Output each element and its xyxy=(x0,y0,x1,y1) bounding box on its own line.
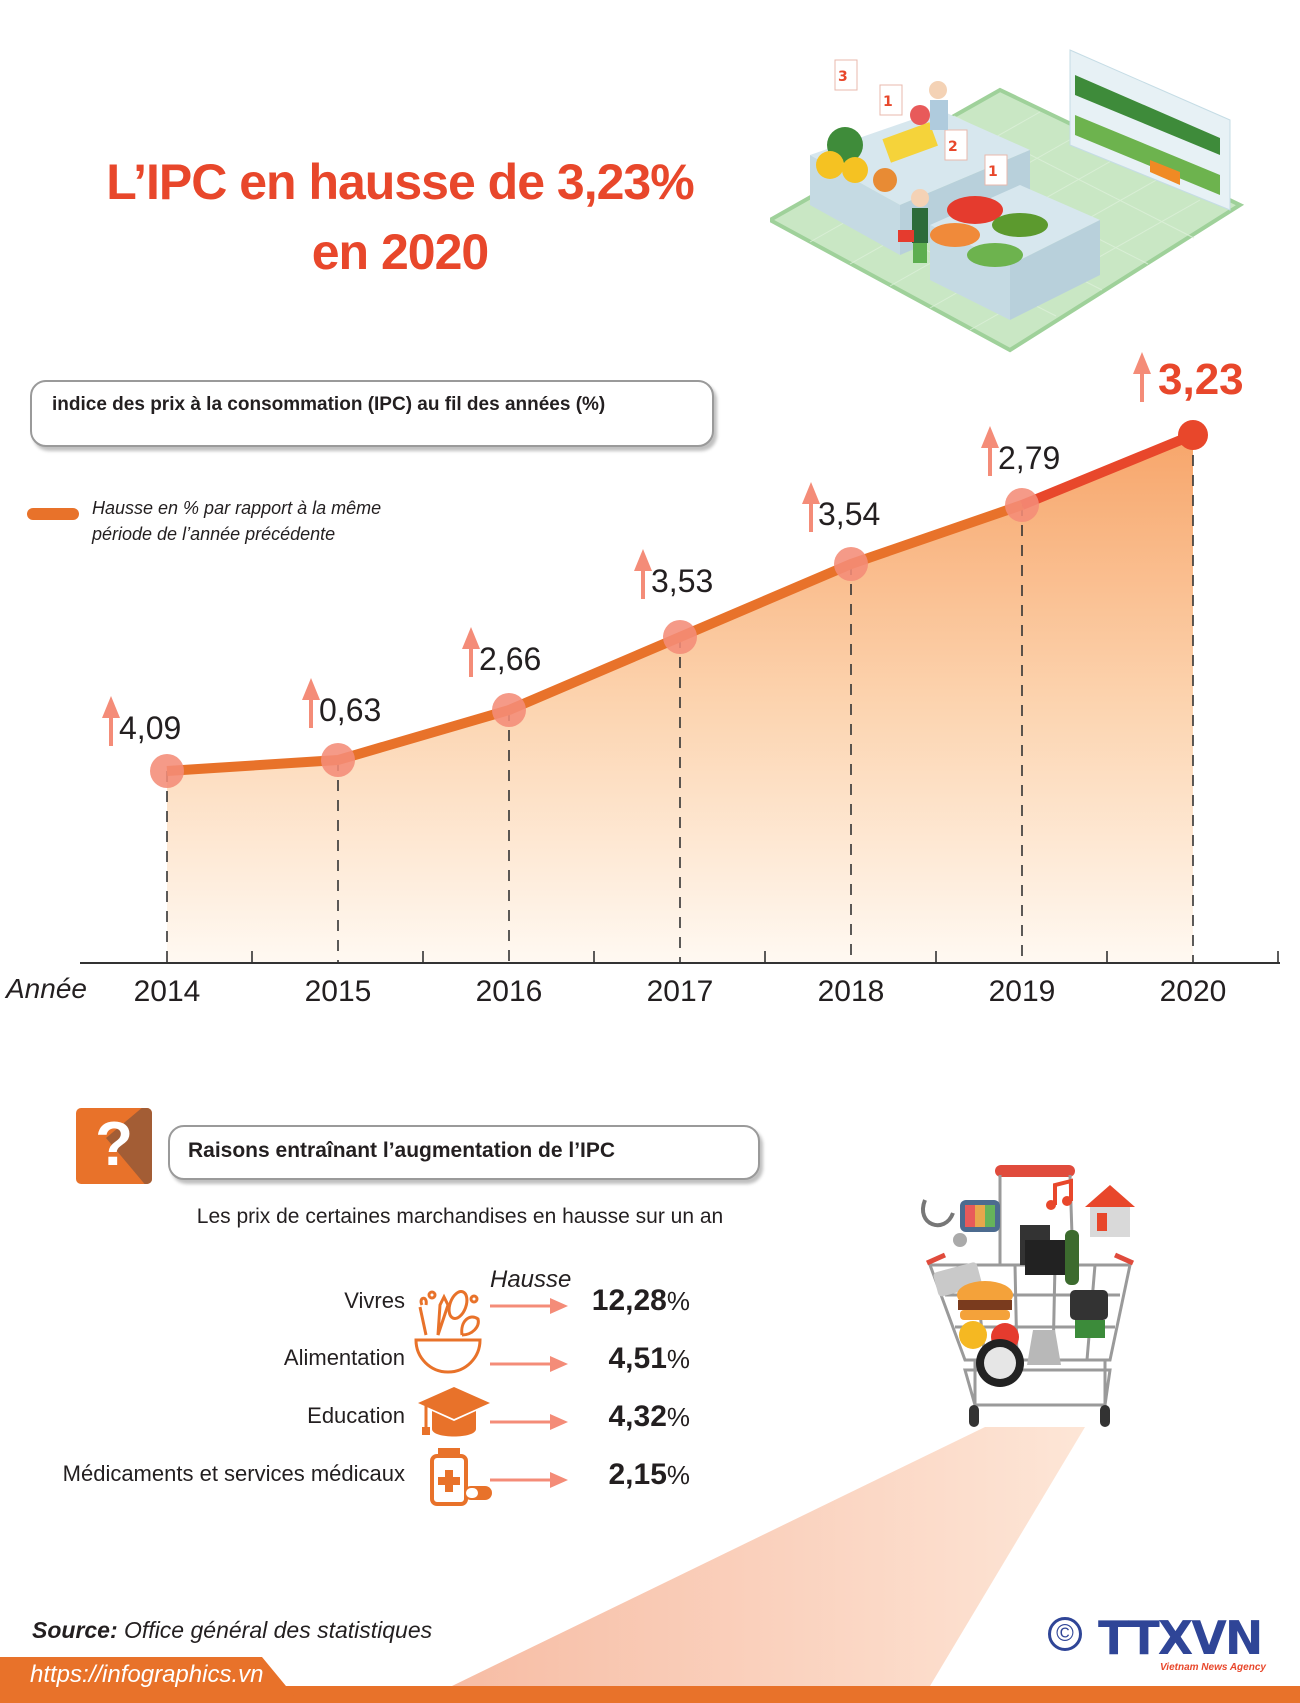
value-label-2016: 2,66 xyxy=(479,641,542,677)
source-text: Source: Office général des statistiques xyxy=(32,1617,433,1643)
value-label-2018: 3,54 xyxy=(818,496,881,532)
shopping-cart-illustration xyxy=(921,1165,1135,1427)
year-label-2017: 2017 xyxy=(646,975,714,1008)
chart-line xyxy=(166,500,1024,776)
year-label-2019: 2019 xyxy=(988,975,1056,1008)
page-title-line1: L’IPC en hausse de 3,23% xyxy=(106,154,694,210)
reason-label-vivres: Vivres xyxy=(344,1288,405,1313)
logo-tagline: Vietnam News Agency xyxy=(1160,1662,1266,1673)
reason-value-vivres: 12,28% xyxy=(591,1284,690,1317)
x-axis-minor-ticks xyxy=(251,951,1279,963)
reason-value-medicaments: 2,15% xyxy=(608,1458,690,1491)
guide-lines xyxy=(166,435,1194,963)
website-link[interactable]: https://infographics.vn xyxy=(30,1661,264,1688)
reasons-title: Raisons entraînant l’augmentation de l’I… xyxy=(188,1139,616,1162)
reason-value-education: 4,32% xyxy=(608,1400,690,1433)
medicine-bottle-icon xyxy=(430,1448,492,1506)
svg-text:1: 1 xyxy=(988,164,998,180)
food-bowl-icon xyxy=(414,1290,482,1374)
svg-text:3: 3 xyxy=(838,69,848,85)
year-label-2016: 2016 xyxy=(475,975,543,1008)
legend-swatch xyxy=(27,508,79,520)
value-label-2019: 2,79 xyxy=(998,440,1061,476)
data-point-2020 xyxy=(1178,420,1208,450)
value-label-2014: 4,09 xyxy=(119,710,182,746)
url-tab xyxy=(0,1657,300,1703)
value-label-2015: 0,63 xyxy=(319,692,382,728)
reason-label-alimentation: Alimentation xyxy=(283,1345,405,1370)
value-label-2020: 3,23 xyxy=(1158,355,1244,404)
reason-value-alimentation: 4,51% xyxy=(608,1342,690,1375)
chart-subtitle-box: indice des prix à la consommation (IPC) … xyxy=(30,380,714,447)
reasons-title-box: Raisons entraînant l’augmentation de l’I… xyxy=(168,1125,760,1180)
svg-text:1: 1 xyxy=(883,94,893,110)
year-label-2014: 2014 xyxy=(133,975,201,1008)
reasons-subtitle: Les prix de certaines marchandises en ha… xyxy=(196,1205,724,1228)
line-chart xyxy=(80,352,1280,964)
copyright-icon: © xyxy=(1048,1617,1082,1651)
footer-strip xyxy=(0,1686,1300,1703)
reason-label-education: Education xyxy=(307,1403,405,1428)
legend-text: Hausse en % par rapport à la même périod… xyxy=(92,498,382,544)
year-label-2015: 2015 xyxy=(304,975,372,1008)
up-arrow-icons xyxy=(102,352,1151,746)
row-arrows xyxy=(490,1298,568,1488)
svg-text:2: 2 xyxy=(948,139,958,155)
graduation-cap-icon xyxy=(418,1387,490,1437)
question-mark-icon: ? xyxy=(76,1108,152,1184)
reason-label-medicaments: Médicaments et services médicaux xyxy=(62,1461,405,1486)
ttxvn-logo: TTXVN xyxy=(1098,1611,1263,1665)
supermarket-illustration: 3 1 2 1 xyxy=(770,49,1245,353)
hausse-label: Hausse xyxy=(490,1266,572,1293)
value-label-2017: 3,53 xyxy=(651,563,714,599)
year-label-2018: 2018 xyxy=(817,975,885,1008)
year-label-2020: 2020 xyxy=(1159,975,1227,1008)
chart-subtitle: indice des prix à la consommation (IPC) … xyxy=(52,394,606,415)
x-axis-title: Année xyxy=(6,973,87,1004)
page-title-line2: en 2020 xyxy=(311,224,489,280)
data-points xyxy=(150,488,1039,788)
